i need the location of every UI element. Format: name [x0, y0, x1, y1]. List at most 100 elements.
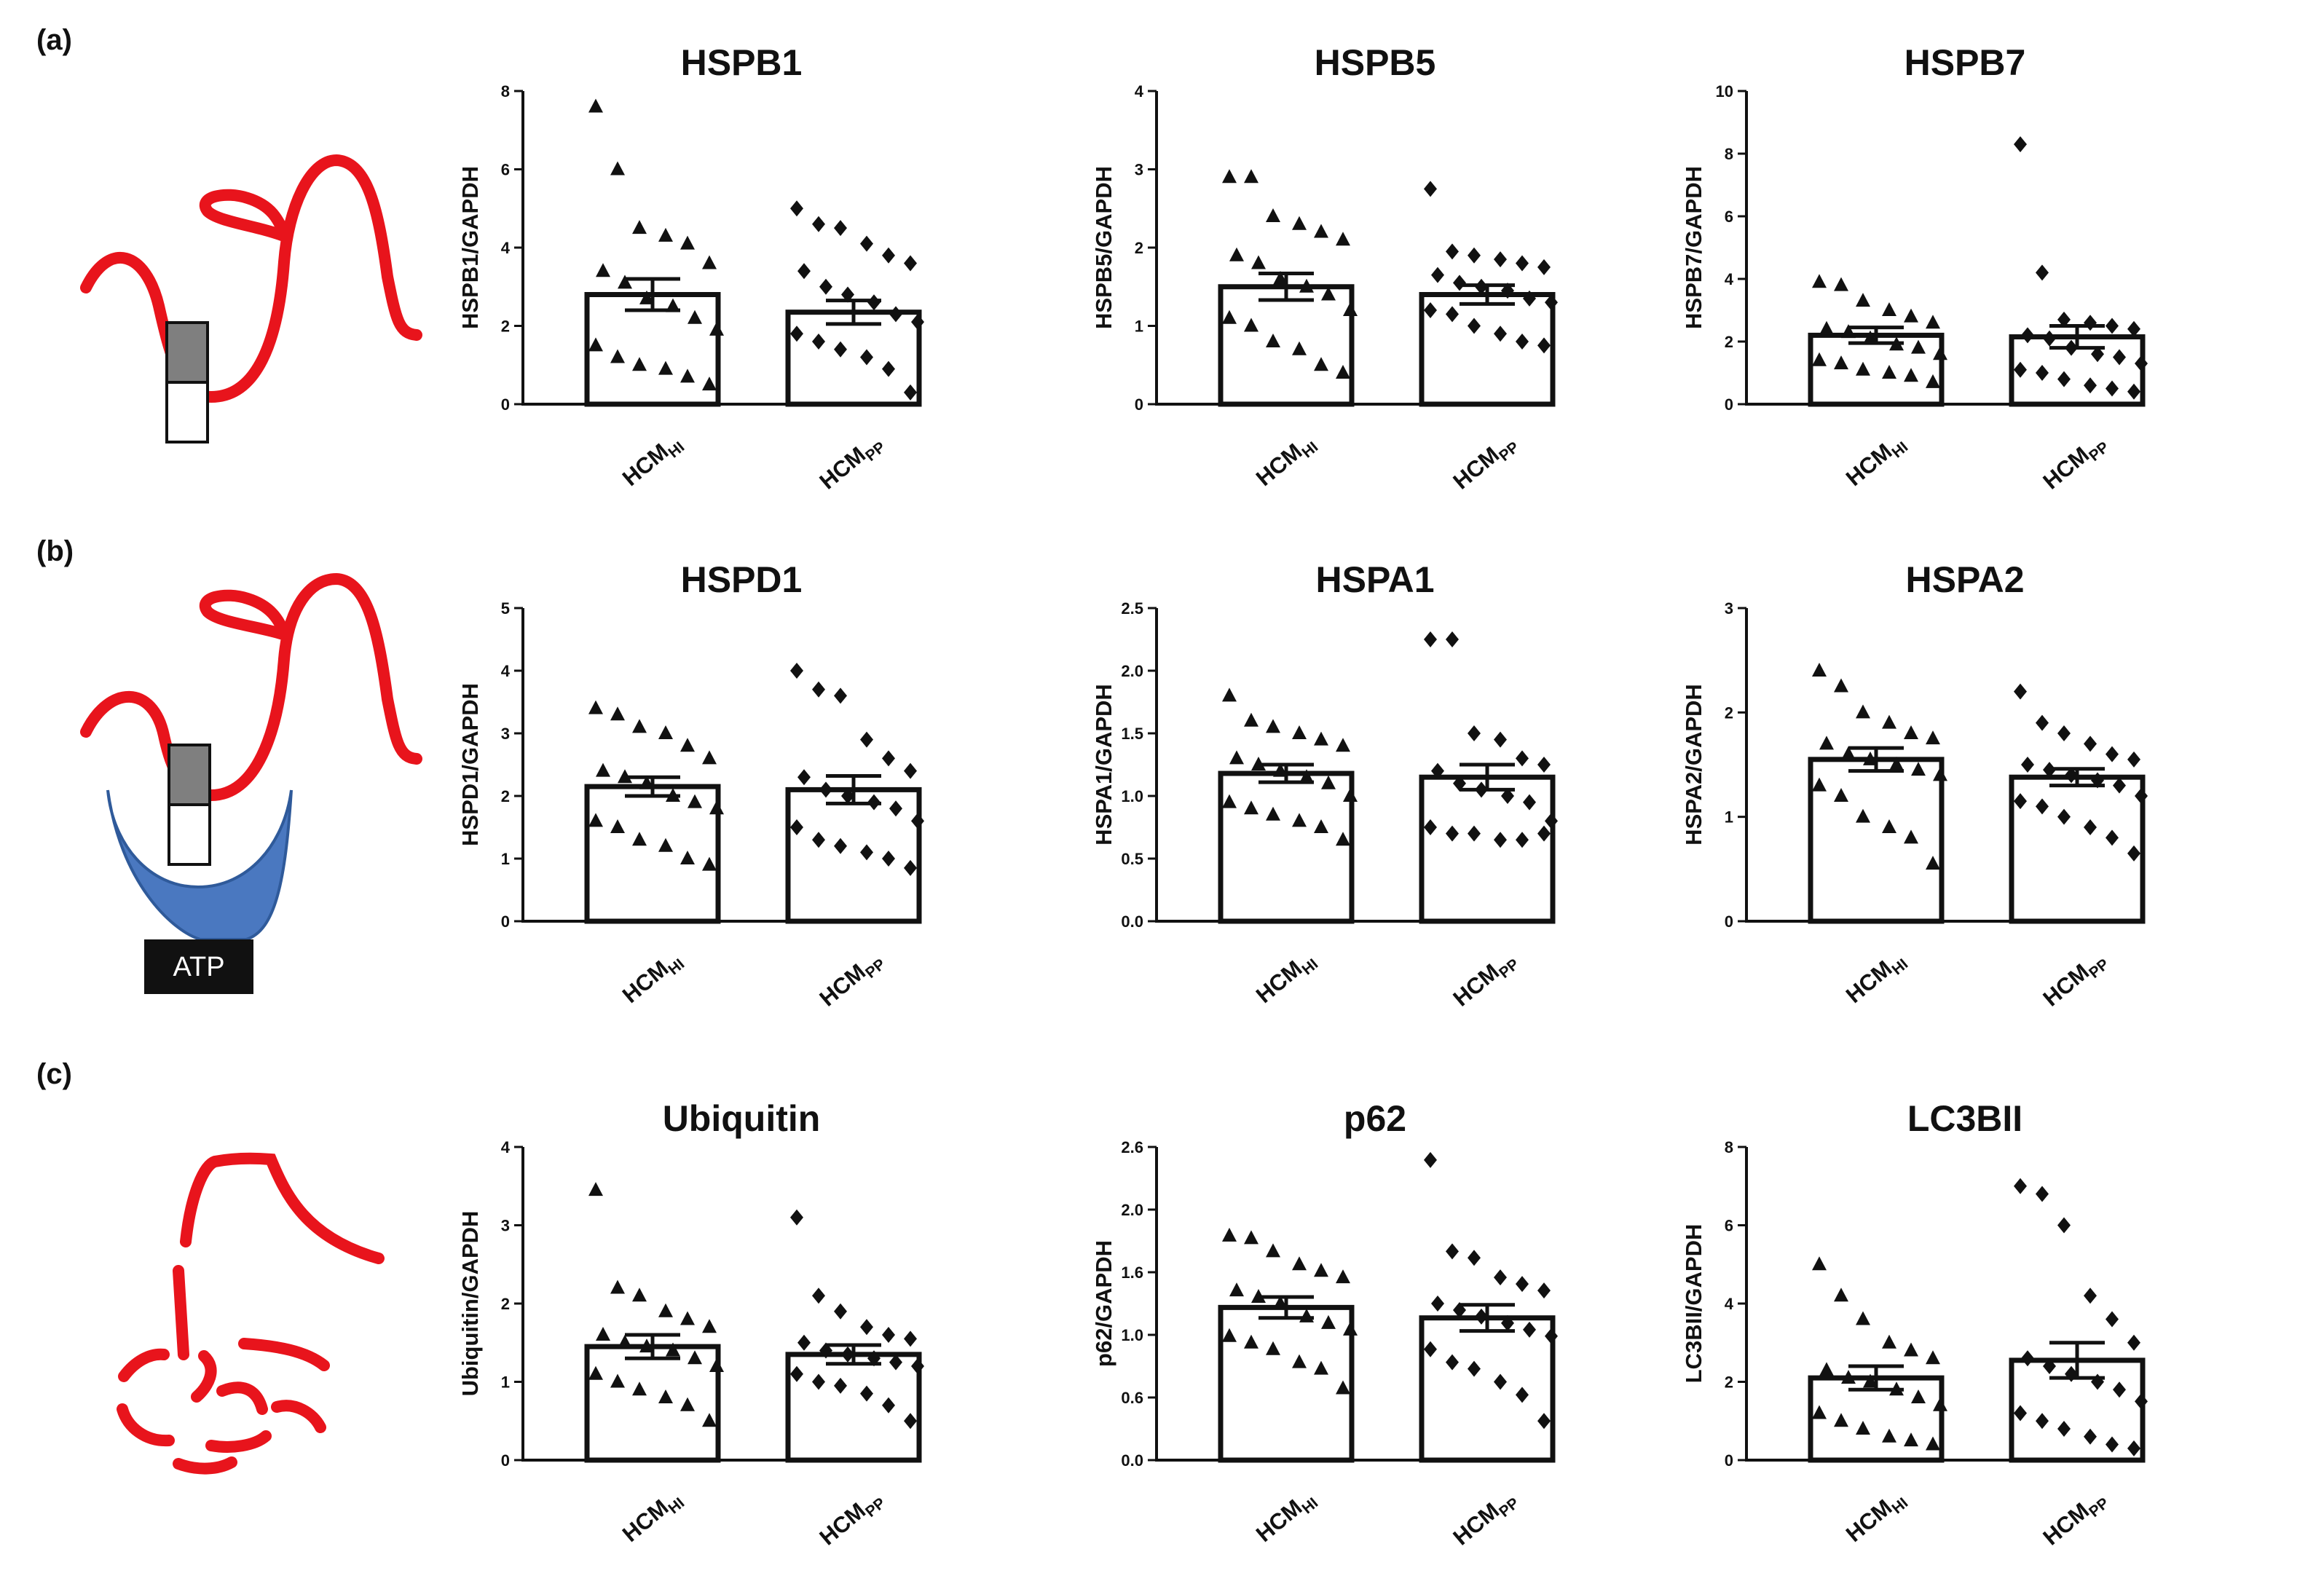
data-point-triangle [1926, 856, 1940, 870]
data-point-diamond [2036, 798, 2049, 815]
y-tick-label: 2 [1725, 703, 1733, 722]
data-point-diamond [1545, 294, 1558, 311]
data-point-triangle [666, 1342, 680, 1357]
data-point-triangle [632, 220, 647, 234]
category-name: HCM [618, 1494, 674, 1547]
data-point-diamond [2057, 371, 2071, 387]
data-point-diamond [2106, 1311, 2119, 1328]
data-point-diamond [841, 1346, 854, 1363]
data-point-diamond [2043, 330, 2056, 347]
y-axis-label: LC3BII/GAPDH [1681, 1224, 1706, 1384]
y-tick-label: 2 [1725, 333, 1733, 351]
data-point-diamond [882, 750, 895, 767]
chart-title: HSPA1 [1315, 559, 1434, 600]
fragment-2 [118, 1348, 170, 1382]
data-point-triangle [1314, 1263, 1328, 1277]
data-point-diamond [2065, 767, 2078, 784]
data-point-triangle [1841, 746, 1856, 760]
data-point-triangle [1314, 1360, 1328, 1375]
data-point-diamond [1545, 1328, 1558, 1344]
data-point-diamond [1424, 1341, 1437, 1357]
data-point-diamond [812, 334, 825, 350]
data-point-triangle [658, 725, 673, 739]
data-point-triangle [618, 1334, 632, 1349]
data-point-diamond [2084, 1428, 2097, 1445]
data-point-diamond [1516, 255, 1529, 272]
data-point-diamond [2057, 311, 2071, 328]
category-name: HCM [1841, 1494, 1897, 1547]
data-point-diamond [2036, 1186, 2049, 1202]
data-point-triangle [1266, 1243, 1280, 1258]
data-point-triangle [1336, 232, 1350, 246]
bar [2009, 774, 2146, 924]
y-tick-label: 2.0 [1121, 662, 1143, 680]
x-category-label: HCMPP [1448, 1485, 1522, 1554]
data-point-triangle [632, 832, 647, 846]
data-point-triangle [618, 275, 632, 289]
data-point-diamond [1516, 1276, 1529, 1293]
data-point-diamond [860, 349, 873, 366]
bar [1218, 284, 1355, 407]
data-point-diamond [2127, 751, 2140, 768]
x-category-label: HCMHI [618, 1485, 688, 1550]
data-point-triangle [1926, 730, 1940, 745]
data-point-triangle [658, 1303, 673, 1317]
y-tick-label: 5 [501, 599, 510, 618]
data-point-diamond [2113, 1381, 2126, 1398]
y-tick-label: 1 [1725, 808, 1733, 827]
atp-label: ATP [173, 952, 224, 982]
data-point-triangle [1222, 794, 1237, 808]
category-name: HCM [1448, 959, 1504, 1012]
data-point-triangle [1841, 324, 1856, 339]
data-point-triangle [1229, 1282, 1244, 1297]
data-point-diamond [882, 360, 895, 377]
x-category-label: HCMHI [1251, 429, 1322, 494]
data-point-diamond [790, 1209, 803, 1226]
data-point-diamond [2113, 777, 2126, 794]
data-point-diamond [1494, 1373, 1507, 1390]
data-point-triangle [1314, 819, 1328, 833]
chart-lc3bii: LC3BII LC3BII/GAPDH 0 2 4 6 8 HCMHI HCMPP [1681, 1098, 2148, 1550]
data-point-triangle [1911, 1389, 1926, 1403]
y-tick-label: 0 [1135, 395, 1143, 414]
data-point-diamond [1537, 337, 1551, 354]
data-point-triangle [680, 1397, 695, 1411]
panel-letter-c: (c) [36, 1058, 72, 1090]
x-category-label: HCMPP [2038, 429, 2112, 498]
data-point-triangle [1904, 829, 1918, 844]
category-name: HCM [814, 442, 870, 494]
y-tick-label: 1 [501, 1373, 510, 1392]
data-point-diamond [2014, 361, 2027, 378]
y-axis-label: HSPB7/GAPDH [1681, 166, 1706, 329]
data-point-diamond [904, 384, 917, 401]
data-point-diamond [2014, 793, 2027, 810]
data-point-triangle [1292, 813, 1307, 827]
y-tick-label: 2 [501, 787, 510, 805]
y-tick-label: 2.5 [1121, 599, 1143, 618]
data-point-triangle [702, 1319, 717, 1333]
data-point-triangle [1266, 334, 1280, 347]
data-point-triangle [702, 376, 717, 391]
protein-strand-c [180, 1152, 385, 1264]
data-point-triangle [680, 851, 695, 864]
data-point-triangle [596, 1327, 610, 1341]
chart-hspb1: HSPB1 HSPB1/GAPDH 0 2 4 6 8 HCMHI HCMPP [457, 42, 924, 494]
data-point-diamond [2021, 327, 2034, 344]
data-point-triangle [1336, 365, 1350, 379]
data-point-triangle [1882, 365, 1896, 379]
data-point-diamond [1446, 306, 1459, 323]
chart-title: Ubiquitin [663, 1098, 821, 1139]
data-point-diamond [1468, 725, 1481, 741]
data-point-diamond [2091, 346, 2104, 363]
data-point-diamond [1446, 1243, 1459, 1260]
data-point-diamond [1501, 788, 1514, 804]
data-point-diamond [1453, 775, 1466, 792]
data-point-triangle [610, 161, 625, 176]
y-tick-label: 0.0 [1121, 1451, 1143, 1470]
data-point-diamond [1431, 762, 1444, 779]
y-tick-label: 4 [501, 239, 511, 257]
data-point-triangle [709, 800, 724, 815]
data-point-triangle [709, 321, 724, 336]
data-point-triangle [1244, 712, 1258, 727]
data-point-triangle [610, 1373, 625, 1388]
